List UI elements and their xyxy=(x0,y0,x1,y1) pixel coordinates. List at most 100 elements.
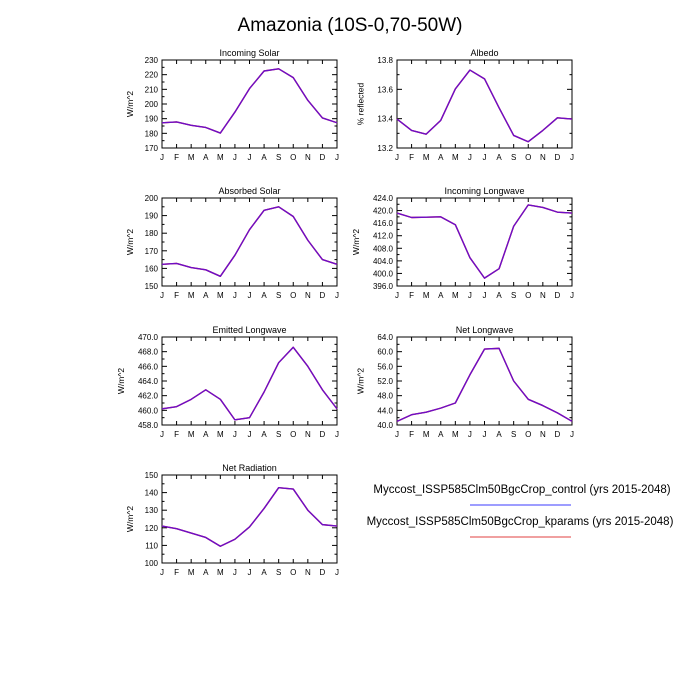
x-tick-label: O xyxy=(525,430,531,439)
x-tick-label: F xyxy=(174,291,179,300)
series-line-control xyxy=(161,206,338,278)
x-tick-label: F xyxy=(409,291,414,300)
panel-title: Emitted Longwave xyxy=(212,325,286,335)
y-tick-label: 150 xyxy=(145,471,159,480)
x-tick-label: A xyxy=(496,291,502,300)
y-axis-label: W/m^2 xyxy=(116,368,126,394)
y-tick-label: 220 xyxy=(145,71,159,80)
y-tick-label: 180 xyxy=(145,229,159,238)
y-tick-label: 396.0 xyxy=(373,282,394,291)
x-tick-label: J xyxy=(483,291,487,300)
y-tick-label: 230 xyxy=(145,56,159,65)
x-tick-label: M xyxy=(188,291,195,300)
x-tick-label: J xyxy=(248,153,252,162)
series-line-kparams xyxy=(161,346,338,421)
x-tick-label: A xyxy=(438,291,444,300)
x-tick-label: O xyxy=(525,291,531,300)
x-tick-label: J xyxy=(570,430,574,439)
x-tick-label: A xyxy=(438,153,444,162)
y-tick-label: 462.0 xyxy=(138,392,159,401)
x-tick-label: F xyxy=(174,430,179,439)
x-tick-label: A xyxy=(203,430,209,439)
x-tick-label: J xyxy=(335,568,339,577)
x-tick-label: M xyxy=(217,568,224,577)
x-tick-label: M xyxy=(217,430,224,439)
x-tick-label: S xyxy=(276,568,281,577)
y-tick-label: 64.0 xyxy=(377,333,393,342)
y-axis-label: W/m^2 xyxy=(351,229,361,255)
y-tick-label: 150 xyxy=(145,282,159,291)
x-tick-label: J xyxy=(248,568,252,577)
y-tick-label: 190 xyxy=(145,212,159,221)
y-tick-label: 408.0 xyxy=(373,244,394,253)
x-tick-label: D xyxy=(320,153,326,162)
x-tick-label: D xyxy=(555,291,561,300)
x-tick-label: N xyxy=(540,291,546,300)
x-tick-label: J xyxy=(233,568,237,577)
x-tick-label: J xyxy=(233,153,237,162)
panel-title: Net Longwave xyxy=(456,325,514,335)
y-tick-label: 424.0 xyxy=(373,194,394,203)
plot-frame xyxy=(396,59,573,149)
x-tick-label: F xyxy=(409,153,414,162)
y-tick-label: 464.0 xyxy=(138,377,159,386)
x-tick-label: A xyxy=(438,430,444,439)
legend-label: Myccost_ISSP585Clm50BgcCrop_kparams (yrs… xyxy=(367,516,674,528)
x-tick-label: J xyxy=(468,153,472,162)
x-tick-label: D xyxy=(555,153,561,162)
x-tick-label: M xyxy=(452,430,459,439)
panel-title: Net Radiation xyxy=(222,463,277,473)
x-tick-label: J xyxy=(395,153,399,162)
series-line-control xyxy=(161,68,338,134)
x-tick-label: J xyxy=(335,291,339,300)
x-tick-label: S xyxy=(276,291,281,300)
x-tick-label: M xyxy=(188,153,195,162)
x-tick-label: M xyxy=(217,153,224,162)
x-tick-label: J xyxy=(483,153,487,162)
y-tick-label: 416.0 xyxy=(373,219,394,228)
series-line-kparams xyxy=(161,486,338,547)
x-tick-label: A xyxy=(496,153,502,162)
x-tick-label: N xyxy=(305,153,311,162)
x-tick-label: J xyxy=(483,430,487,439)
y-axis-label: % reflected xyxy=(356,82,366,125)
y-tick-label: 40.0 xyxy=(377,421,393,430)
x-tick-label: N xyxy=(305,291,311,300)
panel-title: Albedo xyxy=(470,48,498,58)
series-line-control xyxy=(396,204,573,279)
y-tick-label: 190 xyxy=(145,115,159,124)
y-tick-label: 458.0 xyxy=(138,421,159,430)
x-tick-label: D xyxy=(320,430,326,439)
x-tick-label: M xyxy=(423,430,430,439)
x-tick-label: A xyxy=(203,291,209,300)
x-tick-label: J xyxy=(570,153,574,162)
x-tick-label: J xyxy=(233,430,237,439)
x-tick-label: O xyxy=(290,430,296,439)
x-tick-label: J xyxy=(468,430,472,439)
panel-title: Absorbed Solar xyxy=(218,186,280,196)
x-tick-label: J xyxy=(570,291,574,300)
y-axis-label: W/m^2 xyxy=(356,368,366,394)
x-tick-label: J xyxy=(160,568,164,577)
series-line-kparams xyxy=(396,204,573,279)
y-tick-label: 13.2 xyxy=(377,144,393,153)
y-tick-label: 140 xyxy=(145,489,159,498)
x-tick-label: J xyxy=(335,430,339,439)
x-tick-label: A xyxy=(261,430,267,439)
x-tick-label: J xyxy=(160,153,164,162)
series-line-control xyxy=(396,347,573,422)
y-tick-label: 470.0 xyxy=(138,333,159,342)
x-tick-label: J xyxy=(395,291,399,300)
x-tick-label: S xyxy=(511,153,516,162)
y-tick-label: 160 xyxy=(145,264,159,273)
x-tick-label: J xyxy=(160,291,164,300)
x-tick-label: O xyxy=(290,291,296,300)
